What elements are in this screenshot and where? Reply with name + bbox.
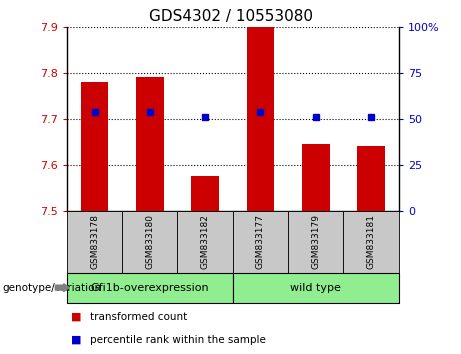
Text: GSM833177: GSM833177: [256, 214, 265, 269]
Text: percentile rank within the sample: percentile rank within the sample: [90, 335, 266, 345]
Text: GDS4302 / 10553080: GDS4302 / 10553080: [148, 9, 313, 24]
Text: transformed count: transformed count: [90, 312, 187, 322]
Text: ■: ■: [71, 312, 82, 322]
Text: GSM833178: GSM833178: [90, 214, 99, 269]
Text: GSM833181: GSM833181: [366, 214, 376, 269]
Bar: [136, 77, 164, 211]
Bar: [191, 176, 219, 211]
Bar: [247, 27, 274, 211]
Text: ■: ■: [71, 335, 82, 345]
Text: GSM833180: GSM833180: [145, 214, 154, 269]
Bar: [81, 82, 108, 211]
Text: GSM833182: GSM833182: [201, 214, 210, 269]
Text: genotype/variation: genotype/variation: [2, 282, 101, 293]
Text: Gfi1b-overexpression: Gfi1b-overexpression: [90, 282, 209, 293]
Bar: [302, 144, 330, 211]
Text: wild type: wild type: [290, 282, 341, 293]
Text: GSM833179: GSM833179: [311, 214, 320, 269]
Bar: [357, 146, 385, 211]
